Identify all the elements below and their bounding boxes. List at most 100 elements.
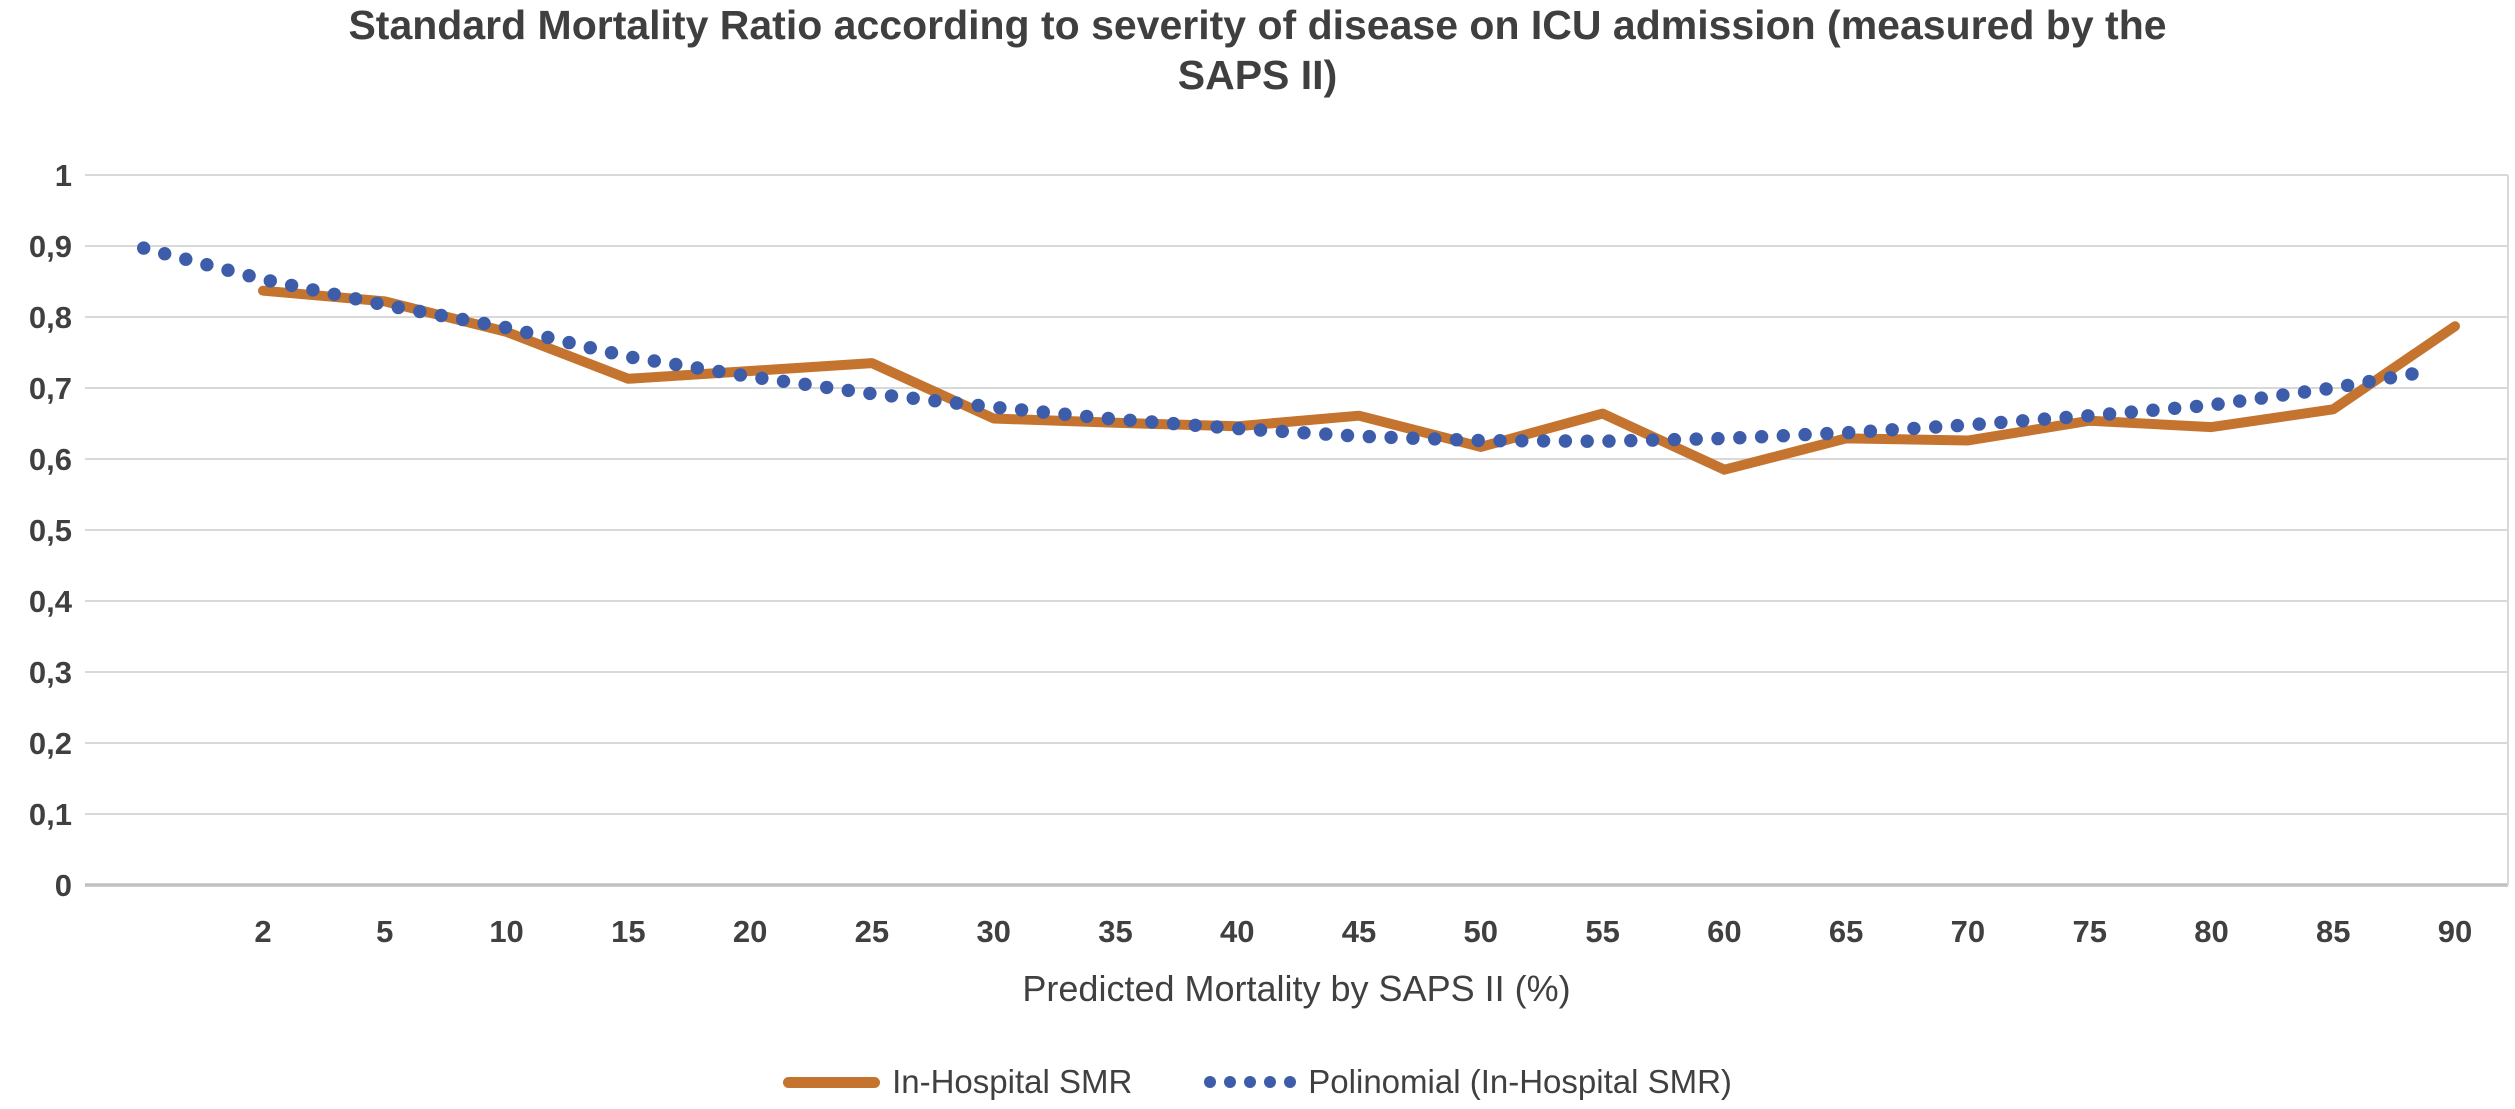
trendline-dot (1406, 431, 1420, 445)
x-axis-title: Predicted Mortality by SAPS II (%) (1022, 968, 1571, 1009)
trendline-dot (820, 380, 834, 395)
trendline-dot (1275, 424, 1290, 439)
y-tick-label: 0,1 (29, 797, 72, 832)
x-tick-label: 85 (2316, 914, 2350, 949)
trendline-dot (1689, 432, 1703, 446)
trendline-dot (1036, 405, 1051, 419)
trendline-dot (1798, 427, 1812, 442)
x-tick-label: 50 (1464, 914, 1498, 949)
trendline-dot (179, 252, 193, 266)
trendline-dot (541, 330, 555, 345)
trendline-dot (391, 300, 405, 315)
trendline-dot (712, 364, 726, 379)
trendline-dot (863, 386, 877, 401)
trendline-dot (1994, 415, 2008, 430)
x-tick-label: 55 (1585, 914, 1619, 949)
trendline-dot (413, 304, 427, 319)
trendline-dot (1580, 434, 1594, 448)
x-tick-label: 20 (733, 914, 767, 949)
trendline-dot (971, 398, 985, 413)
trendline-dot (1536, 434, 1551, 448)
trendline-dot (1145, 415, 1159, 429)
trendline-dot (1449, 433, 1464, 447)
trendline-dot (2081, 409, 2095, 423)
legend-label: In-Hospital SMR (892, 1063, 1133, 1100)
trendline-dot (884, 389, 899, 403)
x-tick-label: 75 (2072, 914, 2106, 949)
trendline-dot (1667, 432, 1682, 447)
trendline-dot (1232, 421, 1246, 436)
trendline-dot (2168, 401, 2182, 415)
trendline-dot (2254, 391, 2268, 405)
trendline-dot (2189, 399, 2204, 414)
trendline-dot (755, 371, 769, 385)
trendline-dot (2146, 403, 2160, 417)
chart-title: Standard Mortality Ratio according to se… (0, 0, 2515, 100)
trendline-dot (2383, 371, 2398, 385)
trendline-dot (200, 258, 214, 272)
trendline-dot (1297, 426, 1311, 440)
x-tick-label: 70 (1951, 914, 1985, 949)
trendline-dot (2016, 414, 2030, 428)
trendline-dot (1842, 425, 1856, 440)
trendline-dot (221, 263, 235, 277)
trendline-dot (1080, 409, 1094, 424)
trendline-dot (498, 320, 513, 335)
trendline-dot (2362, 374, 2376, 389)
trendline-dot (370, 296, 384, 310)
trendline-dot (562, 335, 576, 350)
trendline-dot (2276, 388, 2290, 402)
x-tick-label: 40 (1220, 914, 1254, 949)
trendline-dot (1340, 428, 1355, 443)
trendline-dot (1471, 433, 1485, 448)
trendline-dot (1820, 426, 1834, 441)
chart-title-line2: SAPS II) (1177, 52, 1338, 99)
trendline-dot (993, 401, 1007, 415)
trendline-dot (2319, 382, 2333, 396)
trendline-dot (583, 341, 597, 355)
trendline-dot (306, 283, 320, 297)
legend-blue-dots-swatch (1204, 1076, 1297, 1088)
trendline-dot (242, 269, 256, 283)
trendline-dot (2233, 394, 2247, 408)
trendline-dot (1210, 420, 1224, 434)
trendline-dot (1885, 423, 1899, 437)
trendline-dot (798, 377, 812, 391)
trendline-dot (1602, 434, 1616, 448)
trendline-dot (137, 241, 151, 255)
x-tick-label: 10 (489, 914, 523, 949)
x-tick-label: 35 (1098, 914, 1132, 949)
x-tick-label: 25 (855, 914, 889, 949)
trendline-dot (1014, 403, 1029, 417)
trendline-dot (776, 374, 791, 388)
legend-item-polinomial: Polinomial (In-Hospital SMR) (1204, 1063, 1732, 1101)
trendline-dot (1776, 429, 1791, 443)
trendline-dot (2037, 412, 2052, 426)
trendline-dot (1972, 417, 1986, 431)
trendline-dot (1253, 423, 1268, 437)
trendline-dot (1362, 429, 1377, 444)
trendline-dot (1428, 432, 1442, 446)
trendline-dot (928, 394, 942, 408)
trendline-dot (690, 361, 704, 375)
trendline-dot (906, 391, 920, 405)
y-tick-label: 0,4 (29, 584, 73, 619)
trendline-dot (477, 316, 491, 331)
y-tick-label: 0,7 (29, 371, 72, 406)
trendline-dot (2405, 367, 2419, 381)
trendline-dot (626, 350, 640, 365)
trendline-dot (520, 325, 534, 340)
trendline-dot (263, 274, 277, 288)
legend-label: Polinomial (In-Hospital SMR) (1308, 1063, 1732, 1100)
trendline-dot (2124, 405, 2138, 419)
y-tick-label: 0 (55, 868, 72, 903)
x-tick-label: 5 (376, 914, 393, 949)
trendline-dot (1558, 434, 1573, 448)
trendline-dot (2211, 397, 2225, 411)
trendline-dot (669, 357, 683, 372)
trendline-dot (949, 396, 964, 410)
x-tick-label: 60 (1707, 914, 1741, 949)
trendline-dot (647, 354, 661, 368)
